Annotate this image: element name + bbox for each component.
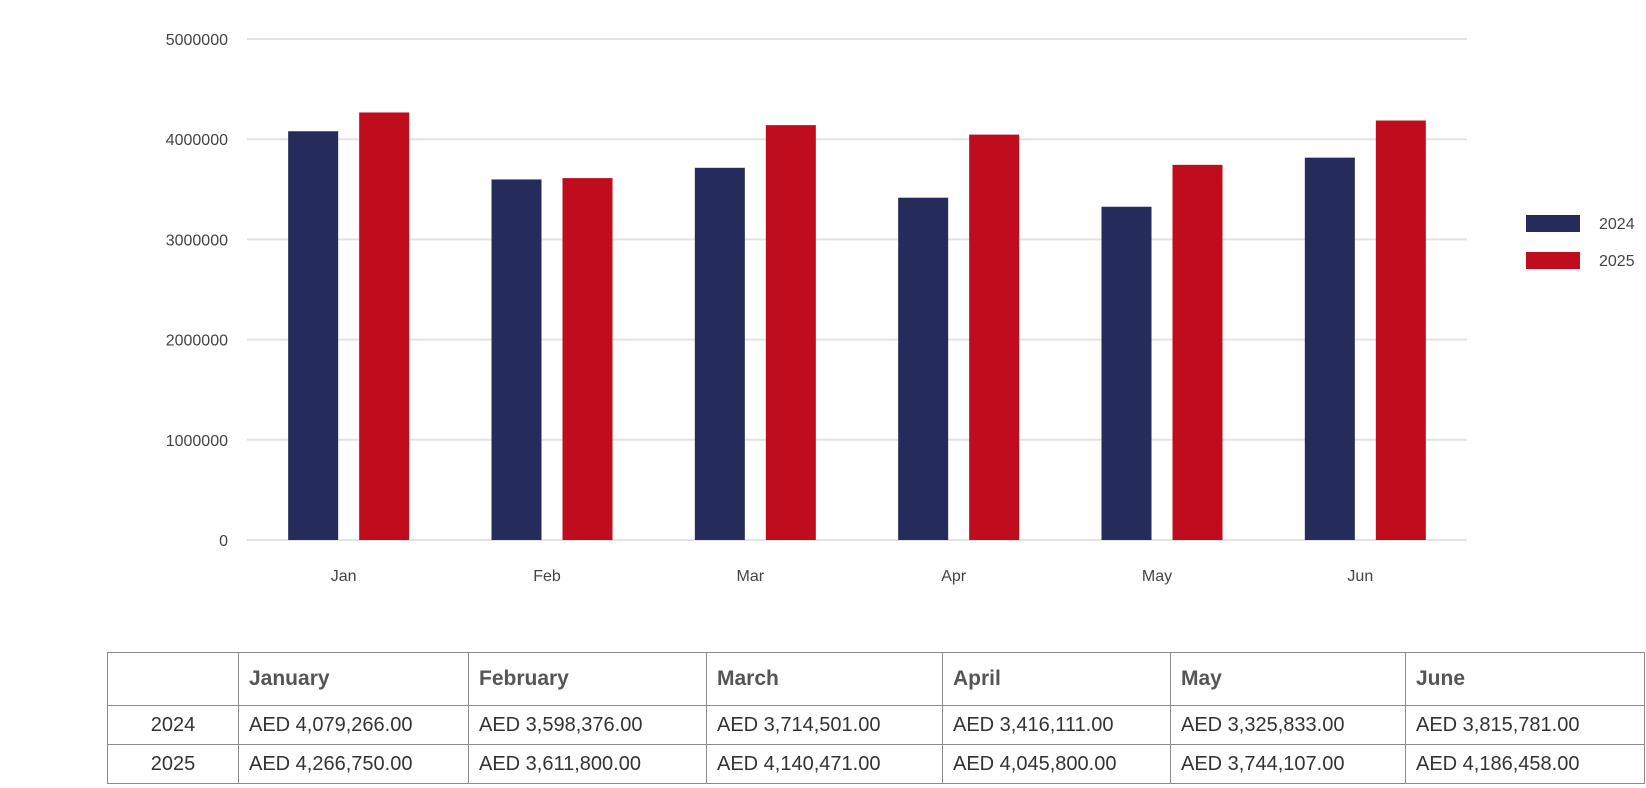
table-cell: AED 3,611,800.00 <box>468 744 707 784</box>
bar-2024-may <box>1101 206 1152 540</box>
bar-2025-mar <box>765 125 816 540</box>
table-cell: AED 3,714,501.00 <box>706 705 943 745</box>
table-cell: AED 4,045,800.00 <box>942 744 1171 784</box>
x-axis-ticks: Jan Feb Mar Apr May Jun <box>331 568 1373 585</box>
table-header-cell: June <box>1405 652 1645 706</box>
legend-swatch-2024 <box>1526 215 1580 232</box>
legend-label: 2025 <box>1599 253 1635 270</box>
table-cell: AED 4,140,471.00 <box>706 744 943 784</box>
legend-label: 2024 <box>1599 216 1635 233</box>
bar-2024-mar <box>694 167 745 540</box>
table-cell: AED 3,598,376.00 <box>468 705 707 745</box>
x-tick-label: Jan <box>331 568 357 585</box>
bar-chart: 0 1000000 2000000 3000000 4000000 5000000 Jan… <box>166 32 1635 585</box>
row-label: 2025 <box>107 744 239 784</box>
data-table: January February March April May June 20… <box>107 652 1645 784</box>
table-cell: AED 4,079,266.00 <box>238 705 469 745</box>
bar-2024-jun <box>1304 157 1355 540</box>
table-header-cell: May <box>1170 652 1406 706</box>
x-tick-label: Feb <box>533 568 561 585</box>
bar-2025-apr <box>969 134 1020 540</box>
table-cell: AED 4,266,750.00 <box>238 744 469 784</box>
y-tick-label: 5000000 <box>166 32 228 49</box>
x-tick-label: Jun <box>1347 568 1373 585</box>
bar-2024-feb <box>491 179 542 540</box>
bar-2024-jan <box>288 131 339 540</box>
bar-2025-jun <box>1375 120 1426 540</box>
y-tick-label: 0 <box>219 533 228 550</box>
grid-lines <box>247 38 1467 541</box>
bar-2025-may <box>1172 164 1223 540</box>
y-tick-label: 3000000 <box>166 232 228 249</box>
row-label: 2024 <box>107 705 239 745</box>
legend: 2024 2025 <box>1526 215 1635 270</box>
table-header-cell: January <box>238 652 469 706</box>
x-tick-label: Mar <box>737 568 765 585</box>
bar-2025-feb <box>562 178 613 540</box>
table-header-row: January February March April May June <box>107 652 1645 706</box>
y-tick-label: 4000000 <box>166 132 228 149</box>
table-cell: AED 3,325,833.00 <box>1170 705 1406 745</box>
y-tick-label: 1000000 <box>166 433 228 450</box>
bar-2024-apr <box>898 197 949 540</box>
y-tick-label: 2000000 <box>166 333 228 350</box>
table-row: 2024 AED 4,079,266.00 AED 3,598,376.00 A… <box>107 705 1645 745</box>
bars <box>288 112 1426 540</box>
x-tick-label: May <box>1142 568 1172 585</box>
y-axis-ticks: 0 1000000 2000000 3000000 4000000 5000000 <box>166 32 228 550</box>
table-cell: AED 3,416,111.00 <box>942 705 1171 745</box>
table-cell: AED 4,186,458.00 <box>1405 744 1645 784</box>
x-tick-label: Apr <box>941 568 967 585</box>
table-header-cell: February <box>468 652 707 706</box>
table-header-cell: March <box>706 652 943 706</box>
table-header-cell: April <box>942 652 1171 706</box>
legend-swatch-2025 <box>1526 252 1580 269</box>
table-cell: AED 3,815,781.00 <box>1405 705 1645 745</box>
table-cell: AED 3,744,107.00 <box>1170 744 1406 784</box>
table-header-corner <box>107 652 239 706</box>
bar-2025-jan <box>359 112 410 540</box>
table-row: 2025 AED 4,266,750.00 AED 3,611,800.00 A… <box>107 744 1645 784</box>
